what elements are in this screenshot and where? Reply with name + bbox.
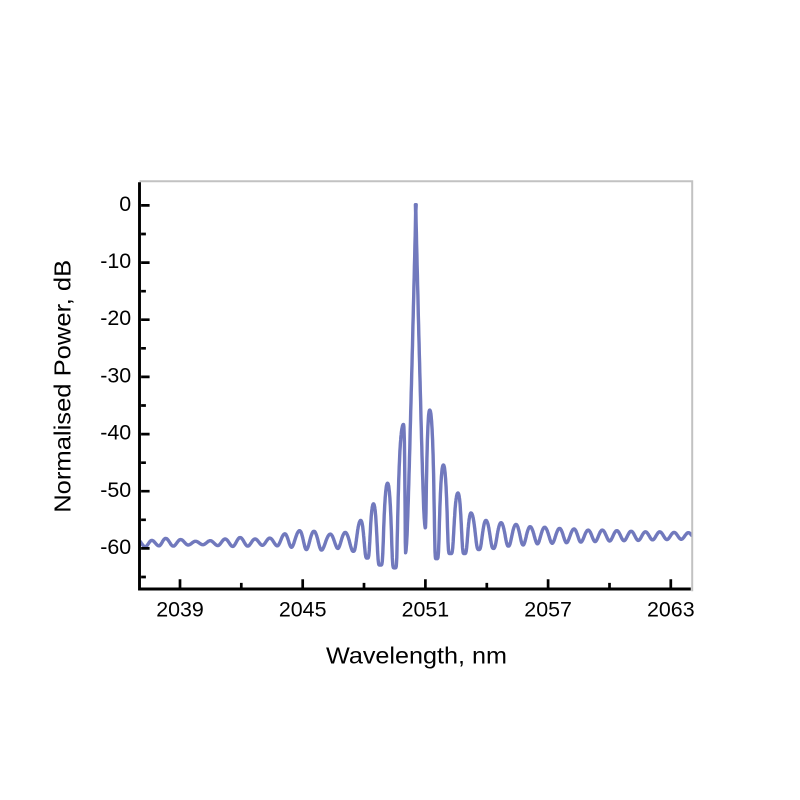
svg-text:2057: 2057: [524, 597, 572, 621]
svg-text:2039: 2039: [156, 597, 204, 621]
svg-text:2051: 2051: [402, 597, 450, 621]
svg-text:-10: -10: [100, 249, 131, 273]
svg-text:-30: -30: [100, 363, 131, 387]
svg-text:-20: -20: [100, 306, 131, 330]
svg-text:-60: -60: [100, 535, 131, 559]
svg-text:-40: -40: [100, 421, 131, 445]
svg-text:2045: 2045: [279, 597, 327, 621]
svg-text:-50: -50: [100, 478, 131, 502]
svg-text:2063: 2063: [647, 597, 695, 621]
svg-text:Wavelength, nm: Wavelength, nm: [326, 642, 507, 668]
svg-text:Normalised Power, dB: Normalised Power, dB: [50, 260, 76, 513]
svg-text:0: 0: [119, 192, 131, 216]
